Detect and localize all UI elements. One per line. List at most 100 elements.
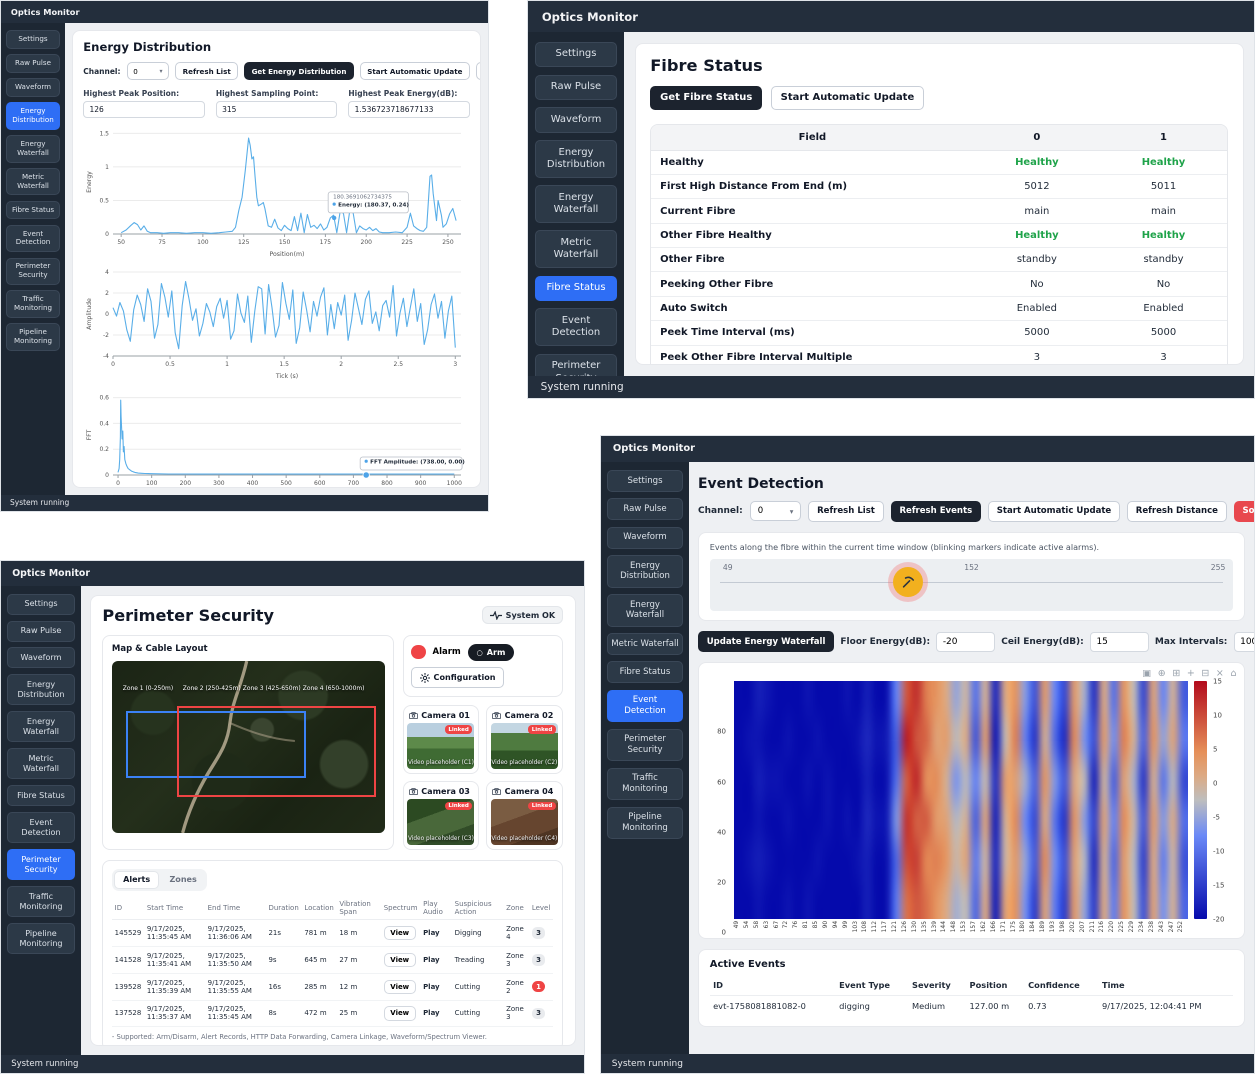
ceil-energy-input[interactable] xyxy=(1090,631,1149,652)
sidebar-item[interactable]: Traffic Monitoring xyxy=(6,290,60,318)
sidebar-item[interactable]: Energy Distribution xyxy=(535,140,617,178)
sidebar-item[interactable]: Event Detection xyxy=(6,812,76,844)
svg-text:0.6: 0.6 xyxy=(100,395,110,402)
sidebar-item[interactable]: Energy Waterfall xyxy=(607,593,683,627)
play-audio-button[interactable]: Play xyxy=(423,982,440,991)
colorbar-tick: -5 xyxy=(1213,812,1220,822)
svg-text:1.5: 1.5 xyxy=(100,130,110,137)
camera-tile[interactable]: Camera 04 Linked Video placeholder (C4) xyxy=(486,780,563,851)
sidebar-item[interactable]: Pipeline Monitoring xyxy=(607,806,683,840)
reset-axes-icon[interactable]: × xyxy=(1215,667,1224,679)
view-spectrum-button[interactable]: View xyxy=(383,979,416,994)
sidebar-item[interactable]: Metric Waterfall xyxy=(535,230,617,269)
field-value-input[interactable] xyxy=(83,100,205,119)
sidebar-item[interactable]: Settings xyxy=(535,41,617,68)
satellite-map[interactable]: Zone 1 (0-250m) Zone 2 (250-425m) Zone 3 (… xyxy=(111,661,385,834)
svg-text:1000: 1000 xyxy=(447,480,462,487)
sidebar-item[interactable]: Fibre Status xyxy=(535,275,617,302)
camera-tile[interactable]: Camera 01 Linked Video placeholder (C1) xyxy=(402,704,480,774)
sidebar-item[interactable]: Settings xyxy=(6,593,76,615)
zoom-icon[interactable]: ⊕ xyxy=(1157,667,1166,679)
sidebar-item[interactable]: Fibre Status xyxy=(6,785,76,807)
alert-start: 9/17/2025, 11:35:37 AM xyxy=(144,1000,205,1028)
refresh-distance-button[interactable]: Refresh Distance xyxy=(1127,500,1227,522)
sidebar-item[interactable]: Energy Waterfall xyxy=(6,711,76,743)
camera-icon[interactable]: ▣ xyxy=(1142,667,1152,679)
sidebar-item[interactable]: Event Detection xyxy=(6,224,60,253)
sidebar-item[interactable]: Metric Waterfall xyxy=(6,167,60,196)
home-icon[interactable]: ⌂ xyxy=(1230,667,1237,679)
sidebar-item[interactable]: Waveform xyxy=(535,107,617,133)
channel-select[interactable]: 0 ▾ xyxy=(749,500,802,522)
view-spectrum-button[interactable]: View xyxy=(383,1006,416,1021)
floor-energy-input[interactable] xyxy=(936,631,995,652)
sidebar-item[interactable]: Energy Waterfall xyxy=(535,185,617,224)
view-spectrum-button[interactable]: View xyxy=(383,926,416,941)
arm-button[interactable]: ○ Arm xyxy=(467,643,515,661)
max-intervals-input[interactable] xyxy=(1233,631,1254,652)
sidebar-item[interactable]: Settings xyxy=(607,469,683,492)
refresh-distance-button[interactable]: Refresh Distance xyxy=(475,61,481,81)
sidebar-item[interactable]: Perimeter Security xyxy=(607,728,683,762)
sidebar-item[interactable]: Pipeline Monitoring xyxy=(6,923,76,955)
start-automatic-update-button[interactable]: Start Automatic Update xyxy=(770,85,925,110)
svg-text:600: 600 xyxy=(314,480,326,487)
play-audio-button[interactable]: Play xyxy=(423,1009,440,1018)
sidebar-item[interactable]: Energy Distribution xyxy=(6,102,60,130)
configuration-button[interactable]: Configuration xyxy=(411,667,504,689)
refresh-list-button[interactable]: Refresh List xyxy=(808,500,884,522)
get-energy-distribution-button[interactable]: Get Energy Distribution xyxy=(244,61,354,81)
amplitude-tick-chart[interactable]: -4 -2 0 2 4 0 0.5 1 1.5 2 2.5 3 Tick (s) Amplitude xyxy=(83,265,470,383)
sidebar-item[interactable]: Energy Distribution xyxy=(6,674,76,706)
view-spectrum-button[interactable]: View xyxy=(383,952,416,967)
start-automatic-update-button[interactable]: Start Automatic Update xyxy=(359,61,470,81)
sidebar-item[interactable]: Waveform xyxy=(6,78,60,97)
energy-position-chart[interactable]: 0 0.5 1 1.5 50 75 100 125 150 175 200 225 250 Positio… xyxy=(83,123,470,261)
refresh-events-button[interactable]: Refresh Events xyxy=(890,500,981,522)
field-value-input[interactable] xyxy=(348,100,470,119)
sidebar-item[interactable]: Metric Waterfall xyxy=(6,748,76,780)
heatmap-plot[interactable]: 49 54 58 63 67 72 76 81 85 90 94 99 103 108 112 117 121 1… xyxy=(733,681,1188,932)
sidebar-item[interactable]: Metric Waterfall xyxy=(607,633,683,656)
camera-tile[interactable]: Camera 02 Linked Video placeholder (C2) xyxy=(486,704,563,774)
sidebar-item[interactable]: Raw Pulse xyxy=(6,54,60,73)
start-automatic-update-button[interactable]: Start Automatic Update xyxy=(988,500,1120,522)
get-fibre-status-button[interactable]: Get Fibre Status xyxy=(650,85,763,110)
sound-alarm-toggle-button[interactable]: Sound alarm: On xyxy=(1233,500,1254,522)
sidebar-item[interactable]: Fibre Status xyxy=(6,200,60,220)
play-audio-button[interactable]: Play xyxy=(423,929,440,938)
pan-icon[interactable]: + xyxy=(1186,667,1195,679)
tab[interactable]: Alerts xyxy=(114,871,160,889)
sidebar-item[interactable]: Raw Pulse xyxy=(535,74,617,100)
channel-select[interactable]: 0 ▾ xyxy=(126,61,170,81)
sidebar-item[interactable]: Traffic Monitoring xyxy=(6,886,76,918)
sidebar-item[interactable]: Traffic Monitoring xyxy=(607,767,683,801)
sidebar-item[interactable]: Event Detection xyxy=(607,689,683,723)
fft-frequency-chart[interactable]: 0 0.2 0.4 0.6 0 100 200 300 400 500 600 700 800 900 10… xyxy=(83,388,470,487)
sidebar-item[interactable]: Perimeter Security xyxy=(6,257,60,286)
sidebar-item[interactable]: Raw Pulse xyxy=(6,620,76,642)
window-fibre-status: Optics Monitor Settings Raw Pulse Waveform… xyxy=(527,0,1255,399)
digging-event-marker[interactable] xyxy=(893,567,924,598)
zoom-out-icon[interactable]: ⊟ xyxy=(1201,667,1210,679)
play-audio-button[interactable]: Play xyxy=(423,955,440,964)
field-value-input[interactable] xyxy=(215,100,338,119)
refresh-list-button[interactable]: Refresh List xyxy=(175,61,239,81)
sidebar-item[interactable]: Event Detection xyxy=(535,308,617,347)
sidebar-item[interactable]: Raw Pulse xyxy=(607,498,683,521)
supported-note: - Supported: Arm/Disarm, Alert Records, … xyxy=(111,1033,487,1042)
camera-tile[interactable]: Camera 03 Linked Video placeholder (C3) xyxy=(402,780,480,851)
svg-text:0.2: 0.2 xyxy=(100,446,110,453)
sidebar-item[interactable]: Waveform xyxy=(607,526,683,549)
tab[interactable]: Zones xyxy=(161,871,205,888)
sidebar-item[interactable]: Fibre Status xyxy=(607,661,683,684)
sidebar-item[interactable]: Energy Waterfall xyxy=(6,134,60,163)
sidebar-item[interactable]: Settings xyxy=(6,30,60,49)
update-energy-waterfall-button[interactable]: Update Energy Waterfall xyxy=(698,630,835,653)
sidebar-item[interactable]: Pipeline Monitoring xyxy=(6,323,60,351)
channel-value: 0 xyxy=(133,66,138,76)
sidebar-item[interactable]: Energy Distribution xyxy=(607,554,683,588)
sidebar-item[interactable]: Perimeter Security xyxy=(6,849,76,881)
sidebar-item[interactable]: Waveform xyxy=(6,647,76,669)
zoom-in-icon[interactable]: ⊞ xyxy=(1172,667,1181,679)
